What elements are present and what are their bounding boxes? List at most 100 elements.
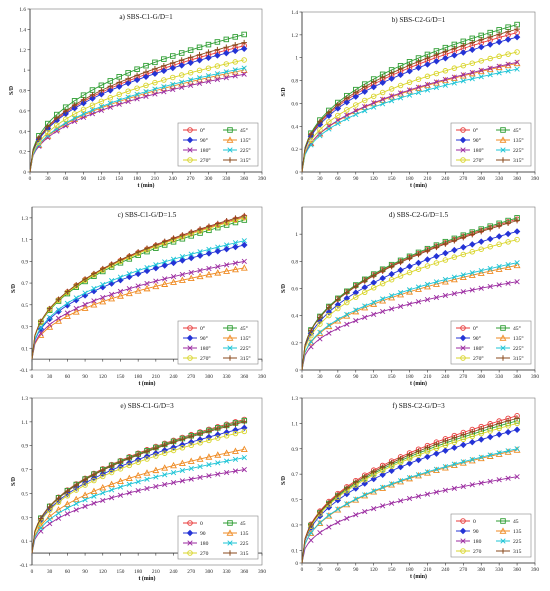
data-point — [469, 249, 476, 255]
data-point — [98, 82, 105, 89]
data-point — [308, 344, 314, 350]
data-point — [361, 289, 368, 296]
data-point — [232, 215, 239, 222]
data-point — [388, 500, 395, 506]
legend-label: 180° — [473, 147, 484, 154]
data-point — [125, 474, 133, 482]
legend-label: 0° — [473, 127, 478, 134]
data-point — [187, 274, 195, 281]
series-line — [301, 264, 518, 371]
data-point — [451, 254, 458, 260]
data-point — [353, 294, 359, 300]
data-point — [415, 456, 422, 464]
data-point — [108, 295, 116, 302]
data-point — [459, 273, 467, 281]
x-tick-label: 30 — [317, 567, 323, 573]
x-tick-label: 0 — [301, 567, 304, 573]
x-tick-label: 210 — [423, 567, 431, 573]
x-tick-label: 0 — [301, 176, 304, 182]
data-point — [308, 537, 314, 543]
series-90° — [31, 241, 248, 360]
data-point — [451, 246, 458, 254]
series-45° — [29, 31, 247, 173]
data-point — [353, 496, 359, 502]
data-point — [152, 282, 160, 290]
data-point — [478, 285, 484, 291]
legend-item: 45° — [496, 325, 521, 332]
data-point — [370, 285, 377, 291]
data-point — [232, 59, 238, 65]
legend-item: 225 — [223, 540, 249, 547]
legend-item: 90° — [456, 136, 481, 144]
y-axis-label: S/D — [281, 284, 287, 293]
data-point — [460, 72, 466, 78]
data-point — [151, 70, 159, 77]
data-point — [460, 42, 467, 49]
x-tick-label: 240 — [441, 374, 449, 380]
legend-item: 135° — [496, 334, 524, 342]
legend-item: 315° — [223, 355, 251, 362]
data-point — [81, 304, 89, 311]
data-point — [317, 133, 323, 139]
data-point — [134, 91, 140, 97]
data-point — [55, 495, 62, 502]
data-point — [317, 314, 323, 321]
data-point — [433, 84, 440, 91]
x-tick-label: 90 — [353, 176, 359, 182]
data-point — [514, 236, 520, 243]
data-point — [451, 274, 457, 280]
data-point — [206, 437, 212, 444]
data-point — [415, 259, 422, 267]
data-point — [144, 264, 150, 271]
legend-label: 270 — [200, 551, 209, 557]
legend-item: 45° — [496, 127, 521, 134]
legend-label: 270° — [200, 157, 211, 164]
data-point — [188, 269, 194, 276]
data-point — [126, 490, 132, 496]
x-tick-label: 150 — [388, 567, 396, 573]
legend-marker — [460, 157, 466, 163]
data-point — [326, 322, 332, 328]
legend-label: 135° — [513, 137, 524, 144]
data-point — [169, 64, 176, 72]
data-point — [496, 241, 502, 248]
data-point — [388, 481, 395, 487]
series-line — [31, 267, 245, 360]
x-tick-label: 240 — [441, 567, 449, 573]
data-point — [451, 485, 457, 491]
data-point — [206, 246, 212, 253]
data-point — [170, 81, 176, 87]
data-point — [388, 460, 395, 466]
chart-panel-1: 0 30 60 90 120 150 180 210 240 270 300 330 360 390 0 0.… — [9, 7, 266, 189]
data-point — [117, 288, 124, 295]
data-point — [406, 255, 413, 262]
x-tick-label: 270 — [187, 374, 195, 380]
data-point — [496, 223, 502, 229]
data-point — [153, 241, 159, 248]
data-point — [241, 65, 247, 71]
data-point — [487, 283, 493, 290]
data-point — [406, 460, 413, 467]
data-point — [223, 449, 231, 456]
series-225° — [31, 238, 247, 360]
data-point — [379, 471, 386, 478]
data-point — [90, 487, 98, 494]
data-point — [100, 497, 106, 504]
data-point — [478, 67, 484, 73]
x-tick-label: 30 — [47, 569, 53, 575]
data-point — [433, 294, 440, 301]
legend: 0° 45° 90° 135° 180° 225° 270° 315° — [450, 122, 532, 167]
data-point — [117, 292, 124, 299]
data-point — [232, 468, 239, 474]
data-point — [460, 441, 467, 449]
data-point — [478, 436, 485, 443]
data-point — [433, 253, 440, 260]
data-point — [126, 286, 132, 292]
data-point — [326, 499, 332, 506]
data-point — [232, 34, 238, 40]
data-point — [187, 54, 194, 61]
data-point — [460, 483, 466, 490]
data-point — [406, 263, 413, 270]
data-point — [307, 529, 315, 537]
legend-marker — [186, 334, 194, 342]
